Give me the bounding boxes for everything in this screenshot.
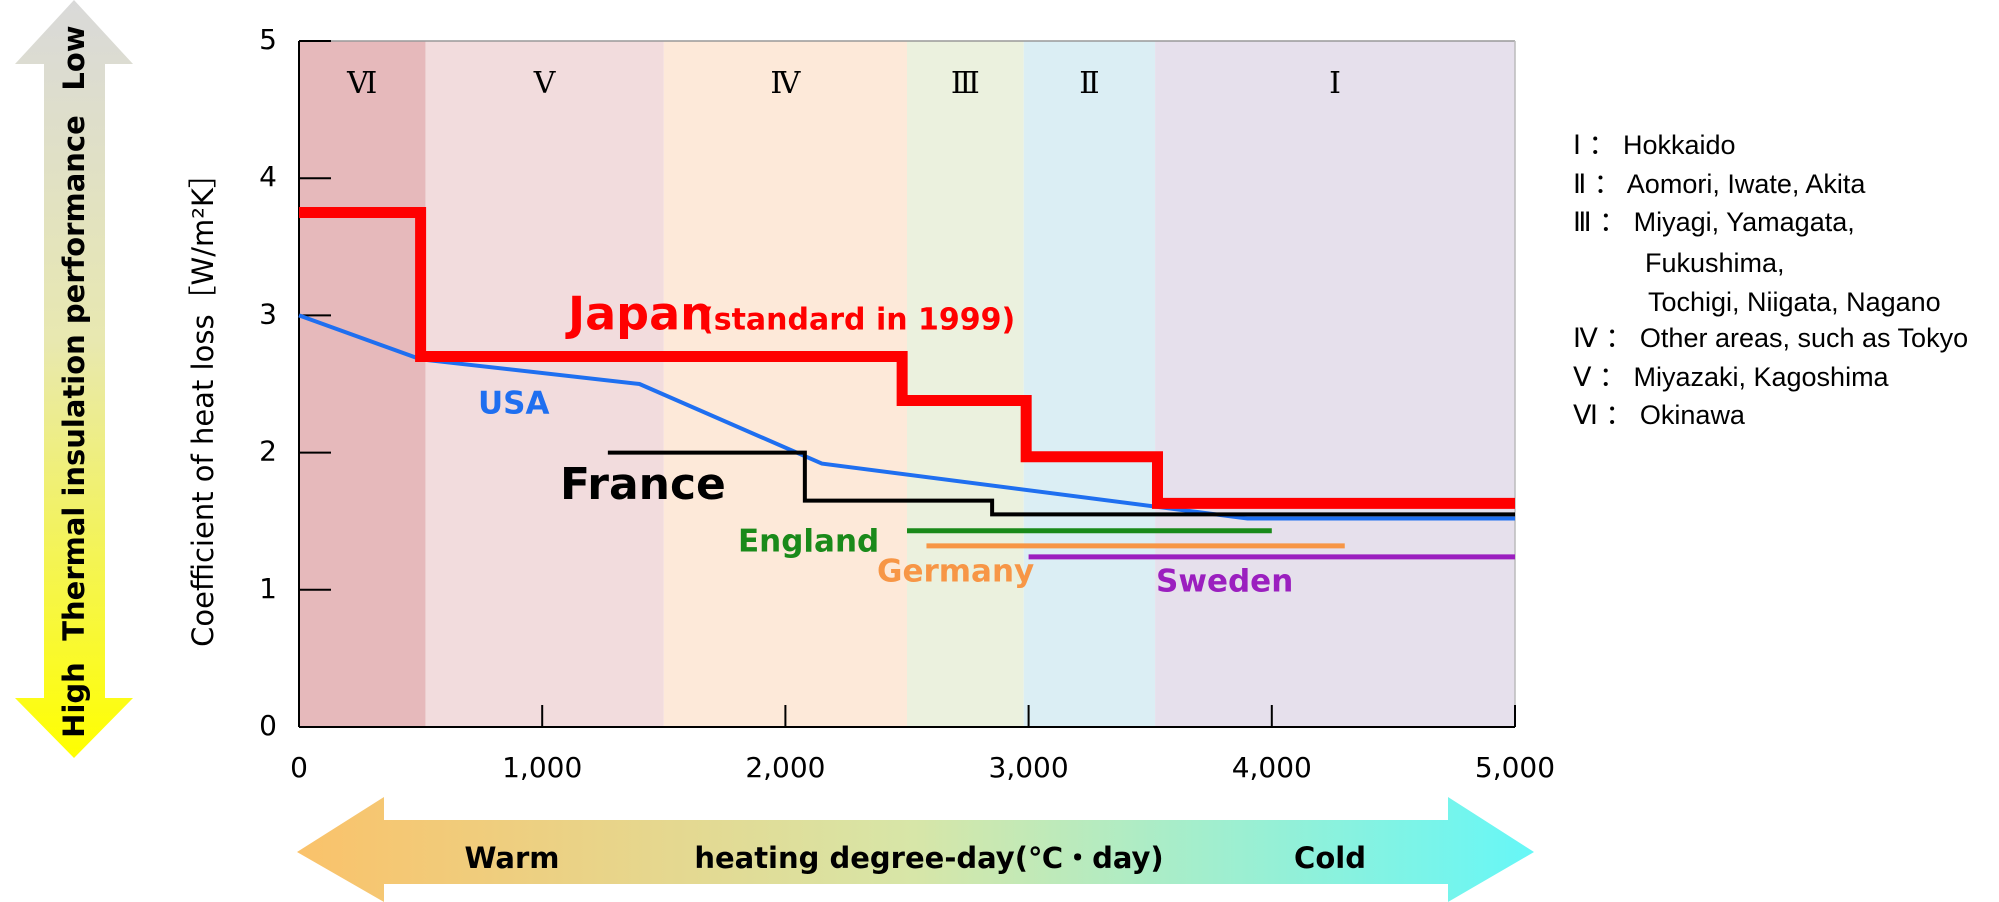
series-line <box>299 207 1515 509</box>
x-tick-label: 4,000 <box>1232 751 1312 784</box>
y-tick-label: 5 <box>259 23 277 56</box>
zone-legend-item: Ⅵ ： Okinawa <box>1573 400 1746 430</box>
x-tick-label: 5,000 <box>1475 751 1555 784</box>
zone-label: Ⅴ <box>533 66 557 101</box>
zone-legend-item: Ⅲ ： Miyagi, Yamagata, <box>1573 207 1855 237</box>
zone-label: Ⅵ <box>346 66 377 101</box>
x-tick-label: 3,000 <box>989 751 1069 784</box>
zone-legend-item: Ⅱ ： Aomori, Iwate, Akita <box>1573 169 1866 199</box>
series-label: Japan <box>565 287 713 341</box>
zone <box>299 41 426 727</box>
series-label: England <box>738 524 879 560</box>
zone-legend-item: Fukushima, <box>1645 248 1785 278</box>
annotation: (standard in 1999) <box>700 303 1015 338</box>
left-arrow <box>15 0 133 758</box>
zone <box>1155 41 1515 727</box>
arrow-label: High <box>57 662 91 738</box>
y-axis-label: Coefficient of heat loss［W/m²K］ <box>186 159 220 647</box>
zone-legend-item: Ⅳ ： Other areas, such as Tokyo <box>1573 323 1968 353</box>
arrow-label: Thermal insulation performance <box>57 115 91 641</box>
series-label: Germany <box>877 554 1034 590</box>
series-label: USA <box>478 386 550 422</box>
arrow-label: Warm <box>464 841 559 875</box>
zone-legend-item: Tochigi, Niigata, Nagano <box>1648 287 1941 317</box>
x-tick-label: 2,000 <box>745 751 825 784</box>
y-tick-label: 0 <box>259 709 277 742</box>
series-line <box>298 313 1515 521</box>
zone-legend-item: Ⅰ ： Hokkaido <box>1573 130 1736 160</box>
arrow-label: Cold <box>1294 841 1366 875</box>
series-label: Sweden <box>1156 564 1293 600</box>
y-tick-label: 2 <box>259 435 277 468</box>
series-label: France <box>560 459 726 510</box>
arrow-label: Low <box>57 25 91 90</box>
y-tick-label: 1 <box>259 572 277 605</box>
y-tick-label: 3 <box>259 297 277 330</box>
zone-label: Ⅲ <box>951 66 980 101</box>
y-tick-label: 4 <box>259 160 277 193</box>
zone <box>663 41 907 727</box>
bottom-arrow <box>297 797 1534 902</box>
arrow-label: heating degree-day(℃・day) <box>694 841 1163 875</box>
zone <box>1023 41 1156 727</box>
zone-label: Ⅱ <box>1079 66 1099 101</box>
x-tick-label: 1,000 <box>502 751 582 784</box>
series-line <box>607 450 1515 517</box>
zone-legend-item: Ⅴ ： Miyazaki, Kagoshima <box>1573 362 1890 392</box>
zone-label: Ⅳ <box>770 66 801 101</box>
x-tick-label: 0 <box>290 751 308 784</box>
zone <box>907 41 1024 727</box>
zone-label: Ⅰ <box>1329 66 1341 101</box>
